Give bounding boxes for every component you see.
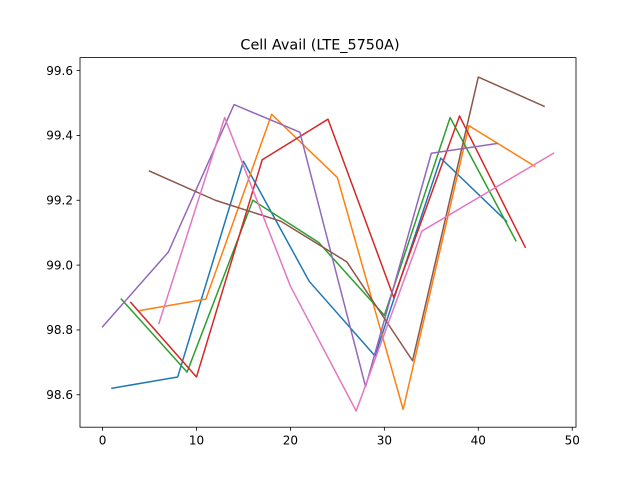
x-tick-label-1: 10: [189, 434, 204, 448]
chart-title: Cell Avail (LTE_5750A): [240, 38, 399, 54]
plot-area-frame: [79, 57, 577, 428]
x-tick-label-2: 20: [283, 434, 298, 448]
series-line-6: [148, 76, 546, 362]
y-tick-label-2: 99.0: [46, 258, 73, 272]
series-line-4: [129, 115, 527, 378]
series-layer: [101, 76, 555, 412]
series-line-3: [120, 116, 517, 373]
y-tick-label-5: 99.6: [46, 64, 73, 78]
axis-layer: 0 10 20 30 40 50 98.6 98.8 99.0 99.2 99.4 99.6: [46, 64, 580, 448]
y-tick-label-0: 98.6: [46, 388, 73, 402]
y-tick-label-3: 99.2: [46, 194, 73, 208]
x-tick-label-5: 50: [565, 434, 580, 448]
series-line-7: [157, 116, 555, 412]
series-line-2: [139, 113, 536, 411]
x-tick-label-0: 0: [99, 434, 107, 448]
x-tick-label-4: 40: [471, 434, 486, 448]
y-tick-label-1: 98.8: [46, 323, 73, 337]
y-tick-label-4: 99.4: [46, 129, 73, 143]
series-line-5: [101, 103, 498, 388]
series-line-1: [111, 157, 508, 390]
x-tick-label-3: 30: [377, 434, 392, 448]
